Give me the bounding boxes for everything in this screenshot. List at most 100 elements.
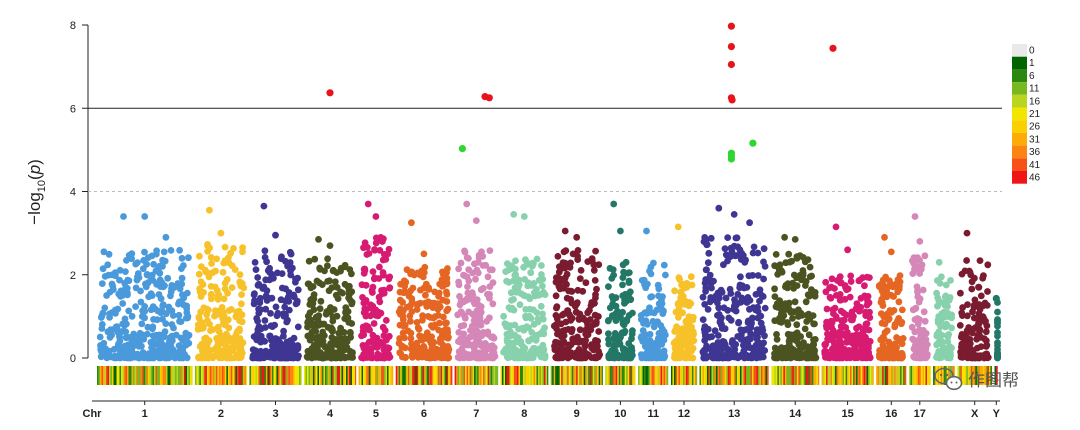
snp-point	[798, 312, 806, 319]
density-cell	[801, 366, 804, 385]
snp-point	[285, 298, 293, 305]
legend-swatch	[1012, 44, 1027, 57]
snp-point	[454, 311, 462, 319]
snp-point	[675, 314, 682, 321]
density-cell	[445, 366, 447, 385]
density-cell	[687, 366, 690, 385]
snp-point	[848, 348, 855, 356]
density-cell	[253, 366, 256, 385]
density-cell	[212, 366, 215, 385]
density-cell	[113, 366, 116, 385]
density-cell	[943, 366, 946, 385]
snp-point	[478, 331, 486, 339]
snp-point	[554, 253, 562, 260]
snp-point	[376, 263, 383, 271]
snp-point	[263, 287, 271, 295]
snp-point	[559, 259, 567, 266]
snp-point	[568, 328, 575, 336]
density-cell	[451, 366, 453, 385]
density-cell	[391, 366, 394, 385]
legend-label: 0	[1029, 46, 1035, 57]
snp-point	[123, 320, 130, 328]
snp-point	[458, 345, 466, 352]
snp-point	[227, 306, 235, 313]
snp-point	[119, 291, 127, 299]
density-cell	[97, 366, 99, 385]
snp-point	[507, 322, 514, 330]
snp-point	[381, 251, 388, 258]
snp-point	[895, 315, 903, 322]
snp-point	[178, 265, 185, 272]
density-cell	[553, 366, 556, 385]
density-cell	[663, 366, 666, 385]
snp-point	[703, 241, 711, 249]
density-cell	[439, 366, 441, 385]
snp-point	[238, 291, 246, 298]
snp-point	[822, 340, 830, 348]
snp-point	[662, 271, 669, 279]
density-cell	[839, 366, 842, 385]
density-cell	[911, 366, 914, 385]
snp-point	[219, 268, 227, 276]
snp-point	[443, 331, 451, 338]
density-cell	[586, 366, 589, 385]
snp-point	[235, 335, 243, 343]
snp-point	[333, 284, 341, 291]
snp-point	[409, 284, 417, 292]
snp-point	[180, 294, 188, 302]
density-cell	[917, 366, 920, 385]
density-cell	[811, 366, 814, 385]
snp-point	[161, 342, 168, 350]
density-cell	[533, 366, 536, 385]
snp-point	[348, 300, 356, 308]
snp-point	[361, 239, 369, 247]
chr-X-density	[957, 366, 993, 385]
snp-point	[895, 298, 903, 306]
snp-point	[802, 298, 810, 306]
density-cell	[975, 366, 978, 385]
snp-point	[423, 329, 431, 337]
snp-point	[732, 234, 740, 242]
snp-point	[942, 281, 950, 289]
chr-9-density	[550, 366, 603, 385]
density-cell	[172, 366, 174, 385]
snp-point	[784, 321, 792, 329]
snp-point	[687, 273, 695, 281]
snp-point	[326, 277, 333, 285]
density-cell	[112, 366, 114, 385]
snp-point	[595, 328, 603, 335]
snp-point	[106, 314, 113, 321]
legend-label: 41	[1029, 160, 1041, 171]
density-cell	[349, 366, 351, 385]
chr-6-points	[395, 219, 453, 362]
density-cell	[537, 366, 540, 385]
snp-point	[937, 354, 945, 362]
snp-point	[262, 305, 270, 313]
snp-point	[750, 243, 758, 251]
snp-point	[804, 351, 812, 359]
density-cell	[552, 366, 554, 385]
density-cell	[608, 366, 610, 385]
snp-point	[577, 267, 585, 274]
density-cell	[199, 366, 202, 385]
snp-point	[397, 350, 404, 357]
density-cell	[187, 366, 189, 385]
density-cell	[298, 366, 301, 385]
snp-point	[464, 289, 472, 297]
snp-point	[206, 244, 214, 252]
density-cell	[709, 366, 712, 385]
snp-point	[595, 261, 603, 269]
density-cell	[188, 366, 191, 385]
snp-point	[647, 293, 654, 301]
snp-point	[755, 328, 763, 336]
snp-point	[517, 340, 525, 348]
density-cell	[648, 366, 651, 385]
snp-point	[749, 249, 757, 257]
snp-point	[822, 288, 830, 296]
snp-point	[385, 332, 393, 340]
snp-point	[731, 299, 739, 307]
snp-point	[198, 353, 206, 361]
snp-point	[488, 333, 495, 341]
snp-point	[482, 261, 490, 269]
density-cell	[982, 366, 985, 385]
